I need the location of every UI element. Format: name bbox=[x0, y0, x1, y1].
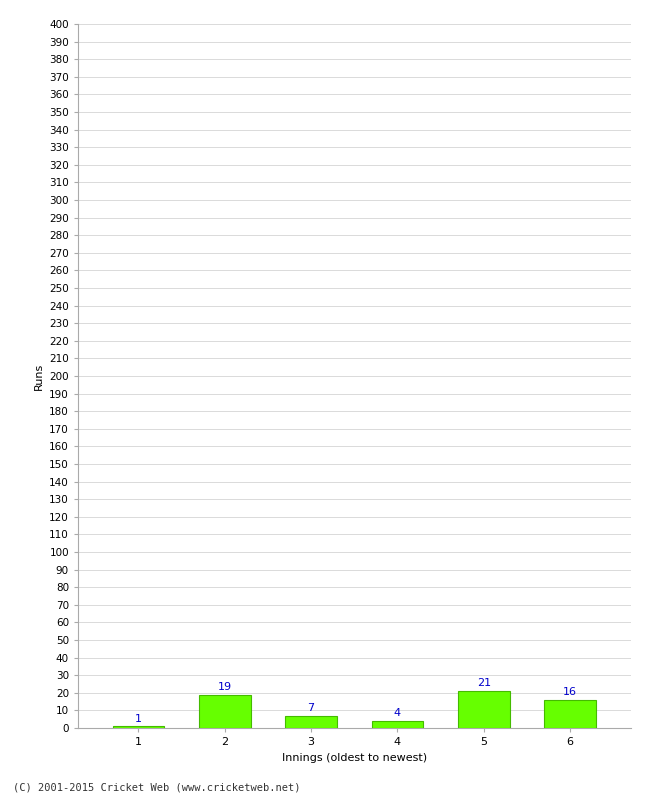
Bar bbox=[544, 700, 596, 728]
Text: 21: 21 bbox=[476, 678, 491, 688]
Text: (C) 2001-2015 Cricket Web (www.cricketweb.net): (C) 2001-2015 Cricket Web (www.cricketwe… bbox=[13, 782, 300, 792]
Bar bbox=[285, 716, 337, 728]
Bar bbox=[199, 694, 251, 728]
Text: 4: 4 bbox=[394, 708, 401, 718]
Bar bbox=[112, 726, 164, 728]
Bar bbox=[372, 721, 423, 728]
Text: 7: 7 bbox=[307, 703, 315, 713]
Text: 1: 1 bbox=[135, 714, 142, 723]
Text: 19: 19 bbox=[218, 682, 232, 692]
X-axis label: Innings (oldest to newest): Innings (oldest to newest) bbox=[281, 753, 427, 762]
Y-axis label: Runs: Runs bbox=[34, 362, 44, 390]
Text: 16: 16 bbox=[563, 687, 577, 697]
Bar bbox=[458, 691, 510, 728]
